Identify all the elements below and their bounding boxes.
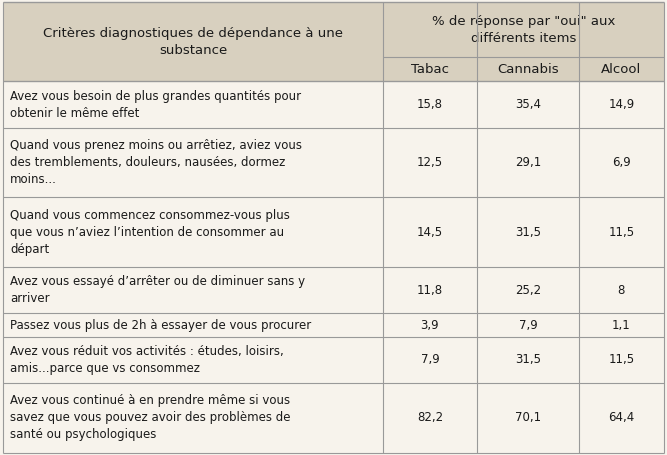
- Text: Avez vous essayé d’arrêter ou de diminuer sans y
arriver: Avez vous essayé d’arrêter ou de diminue…: [10, 275, 305, 305]
- Text: Passez vous plus de 2h à essayer de vous procurer: Passez vous plus de 2h à essayer de vous…: [10, 318, 311, 332]
- Text: 12,5: 12,5: [417, 156, 443, 169]
- Text: Avez vous réduit vos activités : études, loisirs,
amis...parce que vs consommez: Avez vous réduit vos activités : études,…: [10, 345, 283, 375]
- Text: Avez vous continué à en prendre même si vous
savez que vous pouvez avoir des pro: Avez vous continué à en prendre même si …: [10, 394, 291, 441]
- Text: 11,8: 11,8: [417, 284, 443, 297]
- Bar: [579, 267, 664, 313]
- Bar: [383, 267, 477, 313]
- Bar: [3, 197, 383, 267]
- Bar: [477, 337, 579, 383]
- Text: 31,5: 31,5: [515, 226, 541, 239]
- Bar: [477, 383, 579, 453]
- Bar: [383, 383, 477, 453]
- Bar: [579, 337, 664, 383]
- Text: Avez vous besoin de plus grandes quantités pour
obtenir le même effet: Avez vous besoin de plus grandes quantit…: [10, 90, 301, 120]
- Text: 25,2: 25,2: [515, 284, 541, 297]
- Bar: [3, 313, 383, 337]
- Bar: [383, 128, 477, 197]
- Bar: [477, 313, 579, 337]
- Bar: [3, 128, 383, 197]
- Text: 82,2: 82,2: [417, 411, 443, 425]
- Text: 11,5: 11,5: [608, 226, 634, 239]
- Bar: [383, 313, 477, 337]
- Text: Alcool: Alcool: [601, 63, 642, 76]
- Bar: [579, 313, 664, 337]
- Text: 14,5: 14,5: [417, 226, 443, 239]
- Text: 15,8: 15,8: [417, 98, 443, 111]
- Bar: [3, 2, 383, 81]
- Bar: [383, 337, 477, 383]
- Text: 7,9: 7,9: [518, 318, 538, 332]
- Text: 1,1: 1,1: [612, 318, 631, 332]
- Bar: [579, 383, 664, 453]
- Text: 14,9: 14,9: [608, 98, 634, 111]
- Bar: [3, 337, 383, 383]
- Bar: [579, 128, 664, 197]
- Bar: [477, 128, 579, 197]
- Bar: [477, 197, 579, 267]
- Bar: [579, 57, 664, 81]
- Bar: [579, 197, 664, 267]
- Text: Quand vous commencez consommez-vous plus
que vous n’aviez l’intention de consomm: Quand vous commencez consommez-vous plus…: [10, 209, 290, 256]
- Bar: [477, 57, 579, 81]
- Bar: [383, 2, 664, 57]
- Bar: [3, 383, 383, 453]
- Text: Quand vous prenez moins ou arrêtiez, aviez vous
des tremblements, douleurs, naus: Quand vous prenez moins ou arrêtiez, avi…: [10, 139, 302, 186]
- Text: Critères diagnostiques de dépendance à une
substance: Critères diagnostiques de dépendance à u…: [43, 27, 344, 57]
- Text: 8: 8: [618, 284, 625, 297]
- Bar: [579, 81, 664, 128]
- Text: Cannabis: Cannabis: [497, 63, 559, 76]
- Text: % de réponse par "oui" aux
différents items: % de réponse par "oui" aux différents it…: [432, 15, 615, 45]
- Text: Tabac: Tabac: [411, 63, 449, 76]
- Text: 7,9: 7,9: [420, 354, 440, 366]
- Text: 3,9: 3,9: [421, 318, 440, 332]
- Text: 29,1: 29,1: [515, 156, 541, 169]
- Text: 6,9: 6,9: [612, 156, 631, 169]
- Text: 11,5: 11,5: [608, 354, 634, 366]
- Bar: [3, 81, 383, 128]
- Text: 31,5: 31,5: [515, 354, 541, 366]
- Bar: [3, 267, 383, 313]
- Text: 70,1: 70,1: [515, 411, 541, 425]
- Text: 64,4: 64,4: [608, 411, 634, 425]
- Text: 35,4: 35,4: [515, 98, 541, 111]
- Bar: [477, 267, 579, 313]
- Bar: [383, 81, 477, 128]
- Bar: [383, 57, 477, 81]
- Bar: [383, 197, 477, 267]
- Bar: [477, 81, 579, 128]
